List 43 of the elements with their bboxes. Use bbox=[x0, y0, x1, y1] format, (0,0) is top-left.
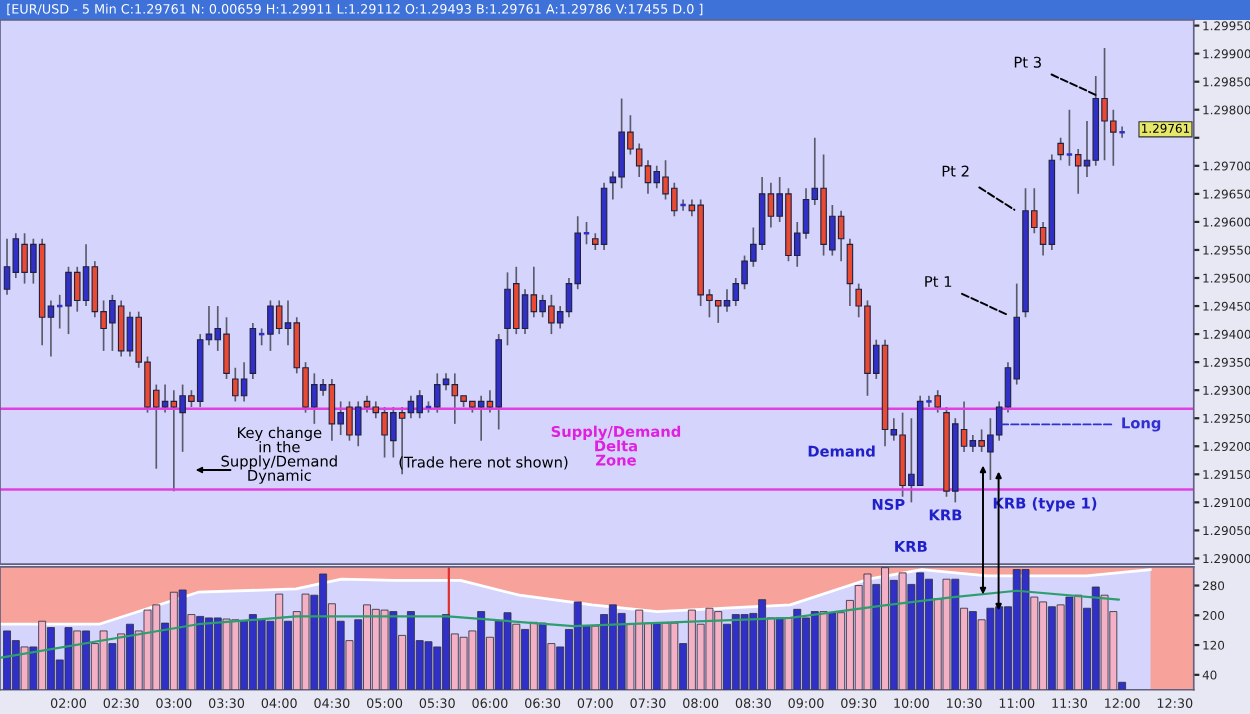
candlestick bbox=[521, 288, 529, 335]
candlestick bbox=[416, 389, 423, 420]
bar bbox=[503, 612, 512, 690]
bar bbox=[661, 622, 670, 690]
candlestick bbox=[723, 288, 731, 313]
bar bbox=[1100, 594, 1109, 690]
candlestick bbox=[407, 394, 415, 420]
candlestick bbox=[73, 265, 81, 313]
candlestick bbox=[232, 366, 239, 403]
candlestick bbox=[249, 322, 257, 380]
bar bbox=[301, 593, 310, 690]
candlestick bbox=[934, 389, 941, 414]
bar bbox=[784, 617, 793, 690]
candlestick bbox=[837, 209, 845, 263]
candlestick bbox=[126, 310, 134, 358]
candlestick bbox=[846, 237, 854, 307]
bar bbox=[863, 573, 872, 690]
candlestick bbox=[653, 164, 661, 190]
candlestick bbox=[1074, 148, 1082, 195]
bar bbox=[64, 627, 73, 690]
line-series bbox=[0, 589, 1121, 659]
bar bbox=[942, 578, 951, 690]
candlestick bbox=[1057, 136, 1064, 162]
candlestick bbox=[170, 389, 178, 492]
candlestick bbox=[354, 400, 362, 448]
candlestick bbox=[512, 265, 520, 335]
candlestick bbox=[117, 299, 125, 358]
candlestick bbox=[275, 299, 283, 335]
candlestick bbox=[1065, 108, 1074, 167]
bar bbox=[222, 618, 231, 690]
bar bbox=[424, 641, 433, 690]
candlestick bbox=[328, 378, 336, 442]
bar bbox=[143, 609, 152, 690]
candlestick bbox=[433, 372, 441, 414]
candlestick bbox=[3, 237, 11, 296]
candlestick bbox=[161, 383, 169, 414]
candlestick bbox=[714, 299, 722, 324]
candlestick bbox=[477, 394, 485, 442]
candlestick bbox=[451, 372, 459, 425]
bar bbox=[1021, 569, 1030, 690]
bar bbox=[740, 614, 749, 690]
candlestick bbox=[82, 243, 90, 307]
candlestick bbox=[240, 361, 248, 403]
